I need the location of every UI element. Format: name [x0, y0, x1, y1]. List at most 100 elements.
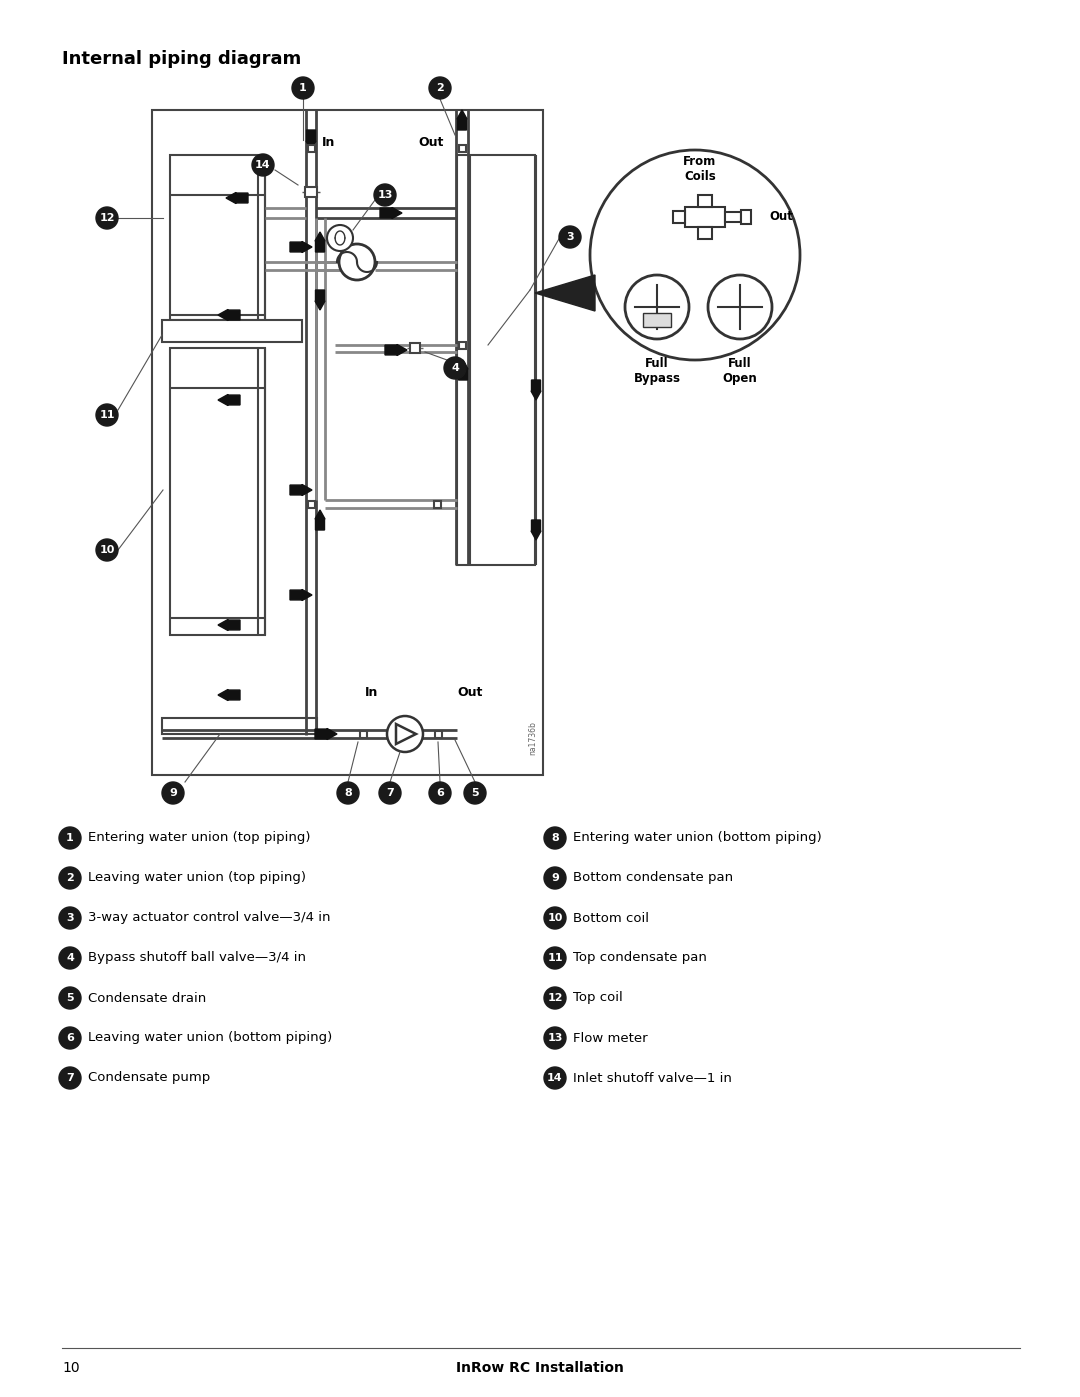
Text: Inlet shutoff valve—1 in: Inlet shutoff valve—1 in	[573, 1071, 732, 1084]
Bar	[170, 348, 265, 636]
Text: 10: 10	[548, 914, 563, 923]
Circle shape	[387, 717, 423, 752]
Circle shape	[292, 77, 314, 99]
Bar	[360, 731, 367, 738]
Circle shape	[59, 1027, 81, 1049]
Circle shape	[59, 827, 81, 849]
Circle shape	[374, 184, 396, 205]
Text: na1736b: na1736b	[528, 721, 538, 754]
Bar	[170, 155, 265, 320]
Text: Flow meter: Flow meter	[573, 1031, 648, 1045]
Text: 11: 11	[99, 409, 114, 420]
Polygon shape	[291, 485, 312, 496]
Text: 3: 3	[66, 914, 73, 923]
Circle shape	[559, 226, 581, 249]
Text: Full
Bypass: Full Bypass	[634, 358, 680, 386]
Polygon shape	[226, 193, 248, 204]
Polygon shape	[535, 275, 595, 312]
Circle shape	[59, 907, 81, 929]
Text: 11: 11	[548, 953, 563, 963]
Text: Entering water union (top piping): Entering water union (top piping)	[87, 831, 311, 845]
Text: 8: 8	[345, 788, 352, 798]
Bar	[434, 502, 441, 509]
Text: 5: 5	[66, 993, 73, 1003]
Circle shape	[59, 868, 81, 888]
Text: 13: 13	[548, 1032, 563, 1044]
Polygon shape	[218, 690, 240, 700]
Bar	[308, 502, 315, 509]
Text: 6: 6	[66, 1032, 73, 1044]
Circle shape	[59, 988, 81, 1009]
Circle shape	[444, 358, 465, 379]
Circle shape	[544, 947, 566, 970]
Bar	[741, 210, 751, 224]
Text: Leaving water union (top piping): Leaving water union (top piping)	[87, 872, 306, 884]
Bar	[308, 145, 315, 152]
Text: Full
Open: Full Open	[723, 358, 757, 386]
Text: 12: 12	[548, 993, 563, 1003]
Circle shape	[464, 782, 486, 805]
Text: 10: 10	[99, 545, 114, 555]
Text: Out: Out	[418, 137, 444, 149]
Text: From
Coils: From Coils	[684, 155, 717, 183]
Circle shape	[252, 154, 274, 176]
Polygon shape	[218, 619, 240, 630]
Bar	[673, 211, 685, 224]
Text: 3: 3	[566, 232, 573, 242]
Text: 4: 4	[66, 953, 73, 963]
Polygon shape	[315, 510, 325, 529]
Polygon shape	[315, 728, 337, 739]
Polygon shape	[531, 520, 541, 541]
Circle shape	[625, 275, 689, 339]
Bar	[459, 342, 465, 349]
Polygon shape	[380, 208, 402, 218]
Circle shape	[339, 244, 375, 279]
Text: 7: 7	[66, 1073, 73, 1083]
Text: Out: Out	[457, 686, 483, 700]
Polygon shape	[384, 345, 407, 355]
Text: Bottom condensate pan: Bottom condensate pan	[573, 872, 733, 884]
Circle shape	[59, 1067, 81, 1090]
Circle shape	[337, 782, 359, 805]
Text: Top condensate pan: Top condensate pan	[573, 951, 707, 964]
Circle shape	[96, 404, 118, 426]
Polygon shape	[315, 232, 325, 251]
Text: Out: Out	[769, 211, 793, 224]
Circle shape	[544, 1027, 566, 1049]
Text: 7: 7	[387, 788, 394, 798]
Circle shape	[96, 539, 118, 562]
Bar	[725, 212, 741, 222]
Polygon shape	[457, 110, 467, 130]
Text: 2: 2	[436, 82, 444, 94]
Polygon shape	[291, 242, 312, 253]
Circle shape	[708, 275, 772, 339]
Text: InRow RC Installation: InRow RC Installation	[456, 1361, 624, 1375]
Bar	[162, 320, 302, 342]
Text: 9: 9	[170, 788, 177, 798]
Polygon shape	[315, 291, 325, 310]
Text: 2: 2	[66, 873, 73, 883]
Polygon shape	[458, 360, 468, 380]
Text: Leaving water union (bottom piping): Leaving water union (bottom piping)	[87, 1031, 333, 1045]
Text: 13: 13	[377, 190, 393, 200]
Text: 3-way actuator control valve—3/4 in: 3-way actuator control valve—3/4 in	[87, 911, 330, 925]
Bar	[698, 196, 712, 207]
Text: Bypass shutoff ball valve—3/4 in: Bypass shutoff ball valve—3/4 in	[87, 951, 306, 964]
Bar	[435, 731, 442, 738]
Text: Entering water union (bottom piping): Entering water union (bottom piping)	[573, 831, 822, 845]
Circle shape	[544, 868, 566, 888]
Text: 14: 14	[255, 161, 271, 170]
Polygon shape	[218, 394, 240, 405]
Circle shape	[379, 782, 401, 805]
Text: 6: 6	[436, 788, 444, 798]
Bar	[457, 155, 535, 564]
Text: In: In	[365, 686, 378, 700]
Bar	[152, 110, 543, 775]
Text: Condensate drain: Condensate drain	[87, 992, 206, 1004]
Bar	[643, 313, 671, 327]
Circle shape	[96, 207, 118, 229]
Text: 5: 5	[471, 788, 478, 798]
Text: 1: 1	[66, 833, 73, 842]
Bar	[698, 226, 712, 239]
Polygon shape	[531, 380, 541, 400]
